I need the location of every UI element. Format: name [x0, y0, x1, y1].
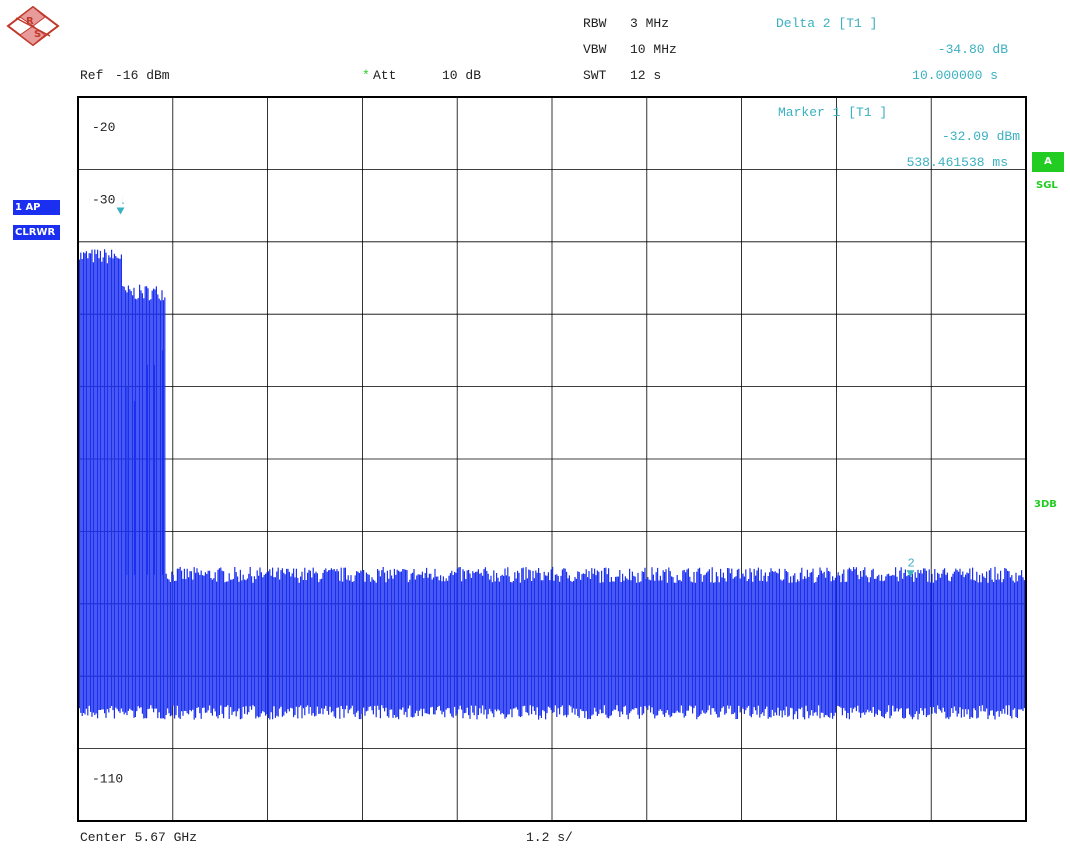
screen-a-badge: A — [1032, 152, 1064, 172]
vbw-label: VBW — [583, 42, 607, 57]
y-tick-label: -110 — [92, 772, 123, 787]
trace-badge: 1 AP — [13, 200, 60, 215]
svg-text:R: R — [26, 16, 34, 27]
ref-label: Ref — [80, 68, 104, 83]
footer-center: Center 5.67 GHz — [80, 830, 198, 845]
delta-marker-time: 10.000000 s — [912, 68, 998, 83]
rbw-value: 3 MHz — [630, 16, 670, 31]
y-tick-bg — [90, 116, 122, 133]
marker1-title: Marker 1 [T1 ] — [778, 105, 888, 120]
marker-1-icon — [116, 207, 125, 215]
plot-frame — [77, 96, 1027, 822]
swt-value: 12 s — [630, 68, 662, 83]
marker1-time: 538.461538 ms — [906, 155, 1008, 170]
swt-label: SWT — [583, 68, 607, 83]
footer-span: 1.2 s/ — [526, 830, 573, 845]
y-tick-label: -30 — [92, 192, 115, 207]
y-tick-label: -20 — [92, 120, 115, 135]
sgl-badge: SGL — [1036, 180, 1058, 191]
3db-badge: 3DB — [1034, 499, 1057, 510]
att-label: Att — [373, 68, 397, 83]
marker-2-icon — [906, 570, 915, 578]
rbw-label: RBW — [583, 16, 607, 31]
delta-marker-title: Delta 2 [T1 ] — [776, 16, 878, 31]
att-star: * — [362, 68, 370, 83]
att-value: 10 dB — [442, 68, 482, 83]
marker1-level: -32.09 dBm — [941, 129, 1020, 144]
delta-marker-level: -34.80 dB — [937, 42, 1008, 57]
rs-logo-icon: R S — [6, 6, 60, 46]
y-tick-bg — [90, 189, 122, 206]
ref-value: -16 dBm — [115, 68, 170, 83]
y-tick-bg — [90, 768, 122, 785]
vbw-value: 10 MHz — [630, 42, 677, 57]
svg-text:S: S — [34, 29, 41, 40]
trace-mode-badge: CLRWR — [13, 225, 60, 240]
marker-2-label: 2 — [908, 556, 915, 570]
